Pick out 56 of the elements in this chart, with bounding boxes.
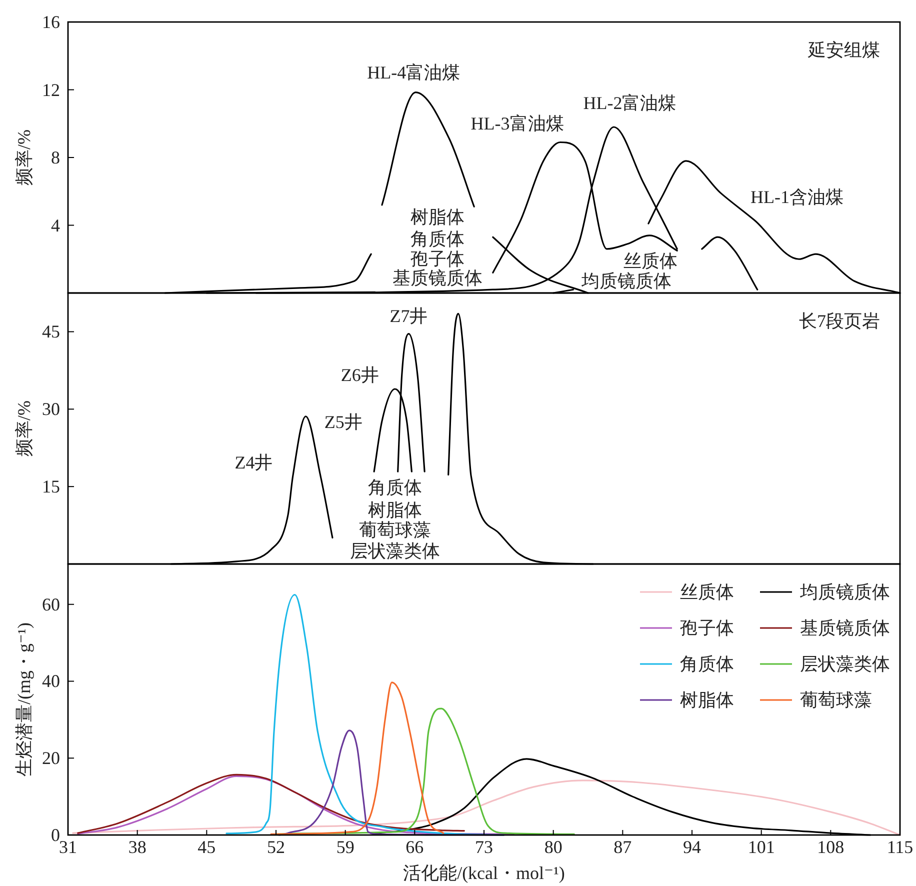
y-axis-title: 频率/% xyxy=(14,400,34,456)
text: 延安组煤 xyxy=(807,40,880,60)
series-label: HL-3富油煤 xyxy=(470,113,564,134)
x-tick-label: 94 xyxy=(683,837,701,857)
y-tick-label: 4 xyxy=(51,215,60,236)
x-tick-label: 66 xyxy=(406,837,424,857)
x-tick-label: 59 xyxy=(336,837,354,857)
y-tick-label: 40 xyxy=(42,671,60,692)
annotation: 树脂体 xyxy=(410,206,464,227)
y-tick-label: 12 xyxy=(42,80,60,100)
legend-label: 树脂体 xyxy=(680,690,734,710)
annotation: 角质体 xyxy=(368,478,422,498)
annotation: 葡萄球藻 xyxy=(358,520,431,540)
legend-label: 角质体 xyxy=(680,654,734,674)
x-tick-label: 101 xyxy=(748,837,775,857)
x-tick-label: 52 xyxy=(267,837,285,857)
series-label: Z6井 xyxy=(340,365,379,386)
x-tick-label: 108 xyxy=(817,837,844,857)
y-tick-label: 45 xyxy=(42,322,60,342)
y-tick-label: 8 xyxy=(51,148,60,168)
x-tick-label: 31 xyxy=(59,837,77,857)
y-tick-label: 15 xyxy=(42,476,60,497)
y-tick-label: 16 xyxy=(42,12,60,32)
series-label: HL-4富油煤 xyxy=(367,62,460,82)
x-tick-label: 45 xyxy=(198,837,216,857)
series-label: Z7井 xyxy=(390,306,428,326)
y-tick-label: 60 xyxy=(42,594,60,614)
x-tick-label: 87 xyxy=(614,837,632,857)
series-label: HL-2富油煤 xyxy=(583,93,676,114)
legend-label: 葡萄球藻 xyxy=(800,690,872,710)
x-tick-label: 115 xyxy=(886,837,914,857)
x-axis-title: 活化能/(kcal・mol⁻¹) xyxy=(403,863,565,883)
x-tick-label: 38 xyxy=(128,837,146,857)
legend-label: 均质镜质体 xyxy=(799,582,890,602)
y-tick-label: 20 xyxy=(42,748,60,768)
text: 长7段页岩 xyxy=(799,311,880,331)
annotation: 均质镜质体 xyxy=(580,271,672,292)
annotation: 层状藻类体 xyxy=(350,541,440,562)
annotation: 基质镜质体 xyxy=(392,268,482,288)
series-label: HL-1含油煤 xyxy=(750,186,844,207)
series-label: Z4井 xyxy=(234,452,273,472)
legend-label: 基质镜质体 xyxy=(800,618,890,638)
x-tick-label: 80 xyxy=(544,837,562,857)
y-tick-label: 0 xyxy=(51,825,60,845)
y-axis-title: 频率/% xyxy=(14,130,34,186)
y-axis-title: 生烃潜量/(mg・g⁻¹) xyxy=(14,622,34,776)
annotation: 角质体 xyxy=(410,228,464,249)
annotation: 树脂体 xyxy=(368,500,422,520)
annotation: Z5井 xyxy=(324,412,362,432)
annotation: 丝质体 xyxy=(623,250,678,271)
x-tick-label: 73 xyxy=(475,837,493,857)
y-tick-label: 30 xyxy=(42,399,60,420)
legend-label: 层状藻类体 xyxy=(800,654,890,674)
legend-label: 孢子体 xyxy=(680,618,734,638)
legend-label: 丝质体 xyxy=(680,582,734,602)
annotation: 孢子体 xyxy=(410,249,464,270)
